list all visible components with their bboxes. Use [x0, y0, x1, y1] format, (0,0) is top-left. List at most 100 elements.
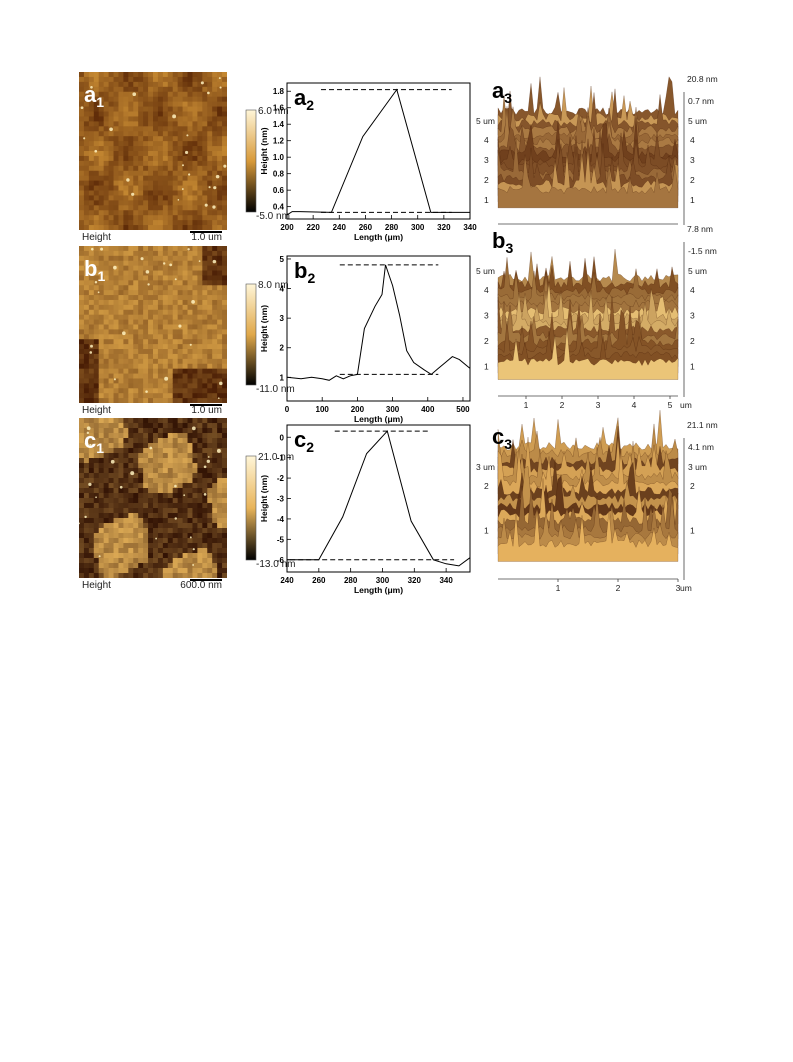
- colorbar: [245, 109, 257, 213]
- x-tick-label: 320: [437, 223, 451, 232]
- afm-panel-label: c1: [84, 428, 104, 456]
- y-unit-label-right: 5 um: [688, 116, 707, 126]
- afm-footer-label: Height: [82, 580, 111, 591]
- x-tick-label: 280: [344, 576, 358, 585]
- afm-image-panel-a: a1 Height 1.0 um 6.0 nm -5.0 nm: [79, 72, 290, 243]
- panel-letter: a: [84, 82, 97, 107]
- z-max-label: 21.1 nm: [687, 420, 718, 430]
- panel-letter: a: [492, 78, 505, 103]
- panel-subscript: 1: [96, 94, 104, 110]
- x-tick-label: 240: [280, 576, 294, 585]
- x-tick-label: 300: [386, 405, 400, 414]
- scale-bar-label: 600.0 nm: [180, 580, 222, 591]
- z-mid-label: 0.7 nm: [688, 96, 714, 106]
- colorbar: [245, 283, 257, 386]
- panel-subscript: 3: [504, 436, 512, 452]
- y-tick-label-right: 3: [690, 155, 695, 165]
- y-unit-label-left: 3 um: [476, 462, 495, 472]
- y-unit-label-left: 5 um: [476, 116, 495, 126]
- y-tick-label-left: 2: [484, 481, 489, 491]
- panel-subscript: 3: [504, 90, 512, 106]
- y-tick-label: 1: [280, 373, 285, 382]
- z-mid-label: -1.5 nm: [688, 246, 717, 256]
- y-axis-label: Height (nm): [259, 127, 269, 174]
- chart-panel-label: a2: [294, 85, 314, 113]
- surface-3d: [497, 76, 679, 209]
- panel-letter: b: [294, 258, 307, 283]
- afm-height-image: [79, 246, 227, 403]
- panel-letter: c: [492, 424, 504, 449]
- chart-panel-label: c2: [294, 427, 314, 455]
- x-unit-label: um: [680, 400, 692, 410]
- y-tick-label-left: 1: [484, 362, 489, 372]
- x-tick-label: 300: [411, 223, 425, 232]
- x-unit-label: um: [680, 583, 692, 593]
- panel-subscript: 2: [306, 97, 314, 113]
- y-tick-label: 0: [280, 433, 285, 442]
- y-tick-label: 1.2: [273, 137, 285, 146]
- afm-height-image: [79, 72, 227, 230]
- y-axis-label: Height (nm): [259, 305, 269, 352]
- x-tick-label: 260: [359, 223, 373, 232]
- y-tick-label-right: 4: [690, 135, 695, 145]
- y-unit-label-right: 3 um: [688, 462, 707, 472]
- afm-panel-label: b1: [84, 256, 105, 284]
- x-tick-label: 3: [596, 400, 601, 410]
- afm-footer-label: Height: [82, 232, 111, 243]
- x-axis-label: Length (μm): [354, 585, 403, 595]
- colorbar-min-label: -5.0 nm: [256, 211, 290, 222]
- x-tick-label: 1: [524, 400, 529, 410]
- x-tick-label: 320: [408, 576, 422, 585]
- x-tick-label: 220: [306, 223, 320, 232]
- y-tick-label: 1.6: [273, 104, 285, 113]
- panel-letter: a: [294, 85, 307, 110]
- z-max-label: 20.8 nm: [687, 74, 718, 84]
- x-tick-label: 200: [280, 223, 294, 232]
- panel-subscript: 1: [96, 440, 104, 456]
- surface-3d: [497, 410, 679, 562]
- line-chart-b: 0 100 200 300 400 500 1 2 3 4 5 Length (μm) Height (…: [259, 255, 471, 424]
- x-tick-label: 280: [385, 223, 399, 232]
- panel-subscript: 3: [505, 240, 513, 256]
- panel-letter: c: [84, 428, 96, 453]
- y-tick-label: 1.0: [273, 153, 285, 162]
- y-tick-label-right: 1: [690, 526, 695, 536]
- afm-panel-label: a1: [84, 82, 104, 110]
- colorbar: [245, 455, 257, 561]
- y-tick-label: 1.4: [273, 120, 285, 129]
- y-tick-label-left: 3: [484, 155, 489, 165]
- plot-frame: [286, 82, 471, 220]
- x-tick-label: 3: [676, 583, 681, 593]
- y-tick-label: -1: [277, 454, 285, 463]
- panel-letter: c: [294, 427, 306, 452]
- x-tick-label: 300: [376, 576, 390, 585]
- y-tick-label-left: 3: [484, 311, 489, 321]
- y-tick-label: -4: [277, 515, 285, 524]
- y-tick-label-right: 3: [690, 311, 695, 321]
- y-tick-label-left: 4: [484, 285, 489, 295]
- colorbar-max-label: 6.0 nm: [258, 106, 289, 117]
- panel-subscript: 1: [97, 268, 105, 284]
- y-tick-label-left: 2: [484, 175, 489, 185]
- x-tick-label: 400: [421, 405, 435, 414]
- x-tick-label: 5: [668, 400, 673, 410]
- colorbar-min-label: -13.0 nm: [256, 559, 295, 570]
- y-tick-label: 1.8: [273, 87, 285, 96]
- afm-footer-label: Height: [82, 405, 111, 416]
- x-axis-label: Length (μm): [354, 232, 403, 242]
- x-tick-label: 240: [333, 223, 347, 232]
- x-tick-label: 4: [632, 400, 637, 410]
- y-unit-label-right: 5 um: [688, 266, 707, 276]
- y-tick-label-left: 1: [484, 195, 489, 205]
- y-tick-label: -2: [277, 474, 285, 483]
- height-profile-line: [286, 88, 470, 216]
- plot-frame: [286, 424, 471, 573]
- y-tick-label-right: 2: [690, 481, 695, 491]
- scale-bar-label: 1.0 um: [191, 405, 222, 416]
- y-axis-label: Height (nm): [259, 475, 269, 522]
- y-tick-label: -3: [277, 495, 285, 504]
